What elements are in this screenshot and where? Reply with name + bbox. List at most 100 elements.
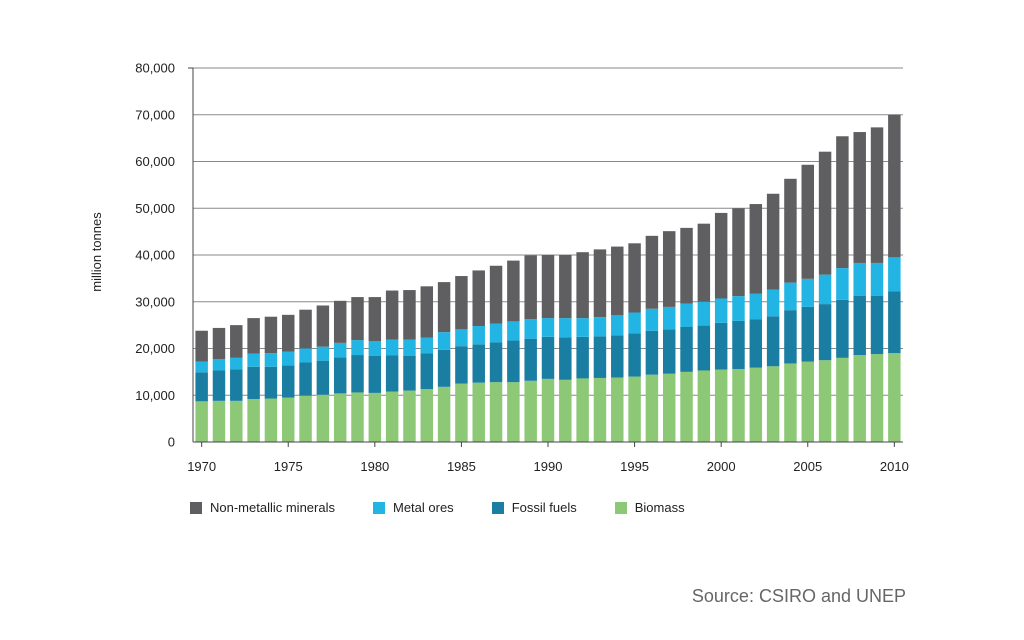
bar-segment-metal-ores-1996: [645, 308, 659, 331]
bar-segment-fossil-fuels-1976: [299, 362, 312, 396]
legend-item-fossil-fuels: Fossil fuels: [491, 500, 577, 515]
bar-segment-metal-ores-1989: [524, 319, 537, 339]
bar-segment-biomass-2000: [714, 369, 728, 442]
bar-segment-fossil-fuels-1971: [212, 370, 226, 401]
bar-segment-metal-ores-2002: [749, 293, 763, 320]
bar-segment-non-metallic-minerals-2003: [766, 193, 780, 290]
bar-segment-non-metallic-minerals-1992: [576, 252, 589, 319]
bar-segment-fossil-fuels-1988: [507, 340, 520, 383]
bar-segment-fossil-fuels-2001: [732, 320, 745, 370]
bar-segment-non-metallic-minerals-2000: [714, 212, 728, 299]
bar-segment-biomass-1996: [645, 374, 659, 442]
bar-segment-biomass-1974: [264, 398, 278, 442]
bar-segment-biomass-1973: [247, 398, 260, 442]
bar-segment-metal-ores-1974: [264, 353, 278, 367]
bar-segment-fossil-fuels-1998: [680, 326, 693, 372]
y-tick-label: 20,000: [135, 341, 175, 356]
bar-segment-metal-ores-1972: [230, 357, 243, 370]
bar-segment-fossil-fuels-1986: [472, 344, 485, 383]
bar-segment-fossil-fuels-1979: [351, 355, 364, 393]
bar-segment-biomass-2005: [801, 361, 814, 442]
bar-segment-biomass-1986: [472, 382, 485, 442]
bar-segment-biomass-1975: [282, 397, 295, 442]
bar-segment-metal-ores-2006: [818, 274, 832, 305]
bar-segment-biomass-2002: [749, 367, 763, 442]
bar-segment-biomass-2001: [732, 369, 745, 442]
bar-segment-non-metallic-minerals-2006: [818, 151, 832, 275]
x-tick-label: 1980: [360, 459, 389, 474]
bar-segment-non-metallic-minerals-1994: [611, 246, 624, 316]
bar-segment-biomass-1989: [524, 380, 537, 442]
bar-segment-non-metallic-minerals-1989: [524, 255, 537, 320]
bar-segment-biomass-1983: [420, 389, 434, 442]
bar-segment-biomass-1976: [299, 395, 312, 442]
bar-segment-non-metallic-minerals-2008: [853, 132, 866, 263]
bar-segment-biomass-1990: [541, 378, 555, 442]
bar-segment-metal-ores-2008: [853, 262, 866, 296]
bar-segment-fossil-fuels-1991: [559, 337, 572, 380]
bar-segment-biomass-1970: [195, 401, 208, 442]
y-tick-label: 50,000: [135, 201, 175, 216]
bar-segment-metal-ores-1997: [662, 306, 676, 330]
bars: [195, 114, 901, 442]
bar-segment-fossil-fuels-1980: [368, 355, 382, 393]
bar-segment-fossil-fuels-1999: [697, 325, 711, 371]
bar-segment-non-metallic-minerals-1976: [299, 309, 312, 349]
bar-segment-fossil-fuels-1977: [316, 360, 330, 395]
bar-segment-metal-ores-1970: [195, 361, 208, 373]
y-tick-label: 80,000: [135, 61, 175, 76]
bar-segment-metal-ores-1995: [628, 312, 641, 334]
bar-segment-non-metallic-minerals-2004: [784, 178, 797, 283]
bar-segment-biomass-1994: [611, 377, 624, 442]
bar-segment-non-metallic-minerals-1980: [368, 297, 382, 342]
bar-segment-metal-ores-1988: [507, 321, 520, 341]
bar-segment-metal-ores-1986: [472, 326, 485, 345]
bar-segment-non-metallic-minerals-1978: [333, 300, 347, 343]
bar-segment-non-metallic-minerals-1979: [351, 297, 364, 341]
y-tick-label: 60,000: [135, 154, 175, 169]
bar-segment-non-metallic-minerals-1991: [559, 255, 572, 319]
bar-segment-biomass-1987: [489, 382, 503, 442]
bar-segment-non-metallic-minerals-1990: [541, 255, 555, 319]
x-tick-label: 2010: [880, 459, 909, 474]
legend-label: Non-metallic minerals: [210, 500, 335, 515]
bar-segment-fossil-fuels-2005: [801, 306, 814, 362]
bar-segment-non-metallic-minerals-1971: [212, 327, 226, 360]
bar-segment-fossil-fuels-1990: [541, 336, 555, 379]
bar-segment-metal-ores-1979: [351, 340, 364, 356]
bar-segment-biomass-1999: [697, 370, 711, 442]
bar-segment-fossil-fuels-1984: [437, 349, 451, 387]
legend-swatch: [190, 501, 202, 514]
tick-labels: 0 10,000 20,000 30,000 40,000 50,000 60,000 70,…: [135, 61, 909, 475]
x-tick-label: 1990: [534, 459, 563, 474]
bar-segment-biomass-1979: [351, 392, 364, 442]
bar-segment-fossil-fuels-1997: [662, 329, 676, 374]
bar-segment-fossil-fuels-1994: [611, 335, 624, 378]
bar-segment-non-metallic-minerals-1977: [316, 305, 330, 347]
legend: Non-metallic minerals Metal ores Fossil …: [190, 500, 723, 515]
bar-segment-fossil-fuels-1974: [264, 366, 278, 399]
bar-segment-non-metallic-minerals-1996: [645, 235, 659, 309]
bar-segment-biomass-1977: [316, 394, 330, 442]
bar-segment-biomass-2004: [784, 363, 797, 442]
bar-segment-non-metallic-minerals-1970: [195, 330, 208, 362]
bar-segment-fossil-fuels-2002: [749, 319, 763, 368]
bar-segment-non-metallic-minerals-2002: [749, 204, 763, 294]
bar-segment-fossil-fuels-1993: [593, 336, 607, 378]
bar-segment-fossil-fuels-1985: [455, 346, 468, 384]
bar-segment-non-metallic-minerals-1981: [385, 290, 399, 340]
bar-segment-non-metallic-minerals-1987: [489, 265, 503, 324]
bar-segment-biomass-2010: [888, 353, 901, 442]
bar-segment-biomass-1991: [559, 379, 572, 442]
bar-segment-metal-ores-1976: [299, 348, 312, 363]
y-tick-label: 30,000: [135, 294, 175, 309]
bar-segment-biomass-1992: [576, 378, 589, 442]
bar-segment-biomass-1971: [212, 400, 226, 442]
bar-segment-metal-ores-2001: [732, 296, 745, 321]
bar-segment-metal-ores-2003: [766, 289, 780, 317]
bar-segment-metal-ores-2010: [888, 257, 901, 292]
bar-segment-non-metallic-minerals-1999: [697, 223, 711, 302]
legend-item-biomass: Biomass: [614, 500, 685, 515]
bar-segment-biomass-1998: [680, 371, 693, 442]
x-tick-label: 1975: [274, 459, 303, 474]
